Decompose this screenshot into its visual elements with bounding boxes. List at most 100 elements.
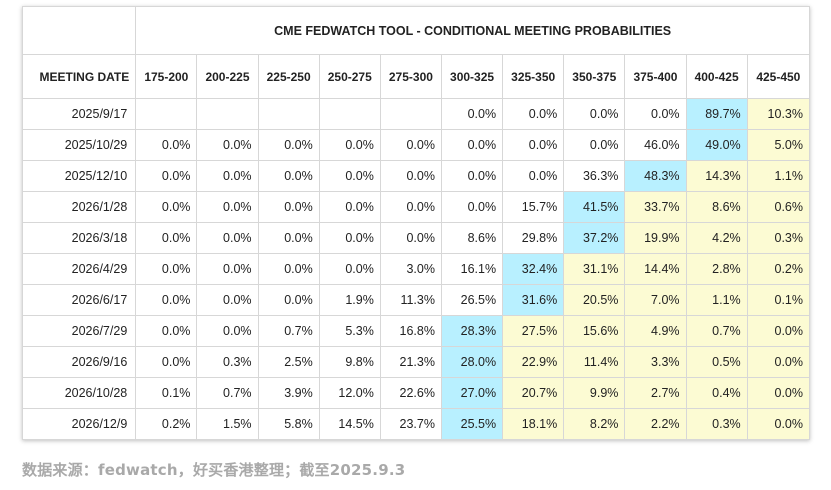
probability-cell: 11.4% <box>563 346 626 378</box>
meeting-date-header: MEETING DATE <box>21 54 137 99</box>
probability-cell: 0.0% <box>135 253 198 285</box>
probability-cell: 20.5% <box>563 284 626 316</box>
range-header-400-425: 400-425 <box>685 54 748 99</box>
table-row: 2026/7/29 0.0% 0.0% 0.7% 5.3% 16.8% 28.3% 27.5%… <box>21 315 811 347</box>
meeting-date-cell: 2026/7/29 <box>21 315 137 347</box>
probability-cell: 4.2% <box>685 222 748 254</box>
probability-cell: 0.0% <box>746 315 811 347</box>
probability-cell: 0.0% <box>379 191 442 223</box>
probability-cell: 0.0% <box>196 129 259 161</box>
probability-cell: 0.0% <box>135 129 198 161</box>
probability-cell: 0.7% <box>685 315 748 347</box>
probability-cell: 0.0% <box>379 222 442 254</box>
probability-cell: 0.0% <box>746 377 811 409</box>
table-row: 2025/9/17 0.0% 0.0% 0.0% 0.0% 89.7% 10.3% <box>21 98 811 130</box>
probability-cell: 0.0% <box>196 222 259 254</box>
probability-cell: 5.0% <box>746 129 811 161</box>
meeting-date-cell: 2026/12/9 <box>21 408 137 440</box>
probability-cell: 0.0% <box>746 408 811 440</box>
meeting-date-cell: 2026/3/18 <box>21 222 137 254</box>
probability-cell: 1.9% <box>318 284 381 316</box>
probability-cell: 0.0% <box>318 191 381 223</box>
probability-cell: 0.1% <box>746 284 811 316</box>
probability-cell: 2.8% <box>685 253 748 285</box>
range-header-275-300: 275-300 <box>379 54 442 99</box>
probability-cell: 0.0% <box>135 346 198 378</box>
probability-cell: 2.5% <box>257 346 320 378</box>
probability-cell: 0.0% <box>318 129 381 161</box>
meeting-date-cell: 2026/9/16 <box>21 346 137 378</box>
probability-cell: 0.0% <box>135 191 198 223</box>
probability-cell: 18.1% <box>502 408 565 440</box>
probability-cell: 3.9% <box>257 377 320 409</box>
probability-cell: 31.6% <box>502 284 565 316</box>
probability-cell: 0.0% <box>135 315 198 347</box>
probability-table: CME FEDWATCH TOOL - CONDITIONAL MEETING … <box>21 6 811 440</box>
probability-cell: 28.3% <box>440 315 504 347</box>
probability-cell: 23.7% <box>379 408 442 440</box>
table-row: 2026/12/9 0.2% 1.5% 5.8% 14.5% 23.7% 25.5% 18.1… <box>21 408 811 440</box>
probability-cell: 0.0% <box>196 253 259 285</box>
probability-cell: 0.7% <box>196 377 259 409</box>
probability-cell: 89.7% <box>685 98 748 130</box>
table-row: 2026/9/16 0.0% 0.3% 2.5% 9.8% 21.3% 28.0% 22.9%… <box>21 346 811 378</box>
probability-cell: 0.3% <box>685 408 748 440</box>
probability-cell: 0.0% <box>257 284 320 316</box>
probability-cell: 41.5% <box>563 191 626 223</box>
meeting-date-cell: 2025/12/10 <box>21 160 137 192</box>
meeting-date-cell: 2025/10/29 <box>21 129 137 161</box>
title-row: CME FEDWATCH TOOL - CONDITIONAL MEETING … <box>21 6 810 55</box>
probability-cell: 0.0% <box>196 284 259 316</box>
table-row: 2026/10/28 0.1% 0.7% 3.9% 12.0% 22.6% 27.0% 20.… <box>21 377 811 409</box>
range-header-375-400: 375-400 <box>624 54 687 99</box>
probability-cell: 49.0% <box>685 129 748 161</box>
probability-cell: 25.5% <box>440 408 504 440</box>
probability-cell: 0.0% <box>502 160 565 192</box>
probability-cell: 21.3% <box>379 346 442 378</box>
probability-cell: 7.0% <box>624 284 687 316</box>
probability-cell: 15.7% <box>502 191 565 223</box>
probability-cell: 8.6% <box>685 191 748 223</box>
table-row: 2025/12/10 0.0% 0.0% 0.0% 0.0% 0.0% 0.0% 0.0% 36… <box>21 160 811 192</box>
probability-cell: 22.9% <box>502 346 565 378</box>
probability-cell: 36.3% <box>563 160 626 192</box>
range-header-225-250: 225-250 <box>257 54 320 99</box>
probability-cell: 1.5% <box>196 408 259 440</box>
probability-cell: 0.0% <box>196 191 259 223</box>
probability-cell: 0.5% <box>685 346 748 378</box>
probability-cell: 0.0% <box>563 129 626 161</box>
probability-cell: 0.3% <box>196 346 259 378</box>
probability-cell: 31.1% <box>563 253 626 285</box>
meeting-date-cell: 2026/10/28 <box>21 377 137 409</box>
probability-cell: 0.0% <box>379 160 442 192</box>
range-header-250-275: 250-275 <box>318 54 381 99</box>
probability-cell: 0.2% <box>746 253 811 285</box>
probability-cell: 26.5% <box>440 284 504 316</box>
probability-cell: 16.8% <box>379 315 442 347</box>
probability-cell: 4.9% <box>624 315 687 347</box>
meeting-date-cell: 2026/1/28 <box>21 191 137 223</box>
probability-cell: 1.1% <box>746 160 811 192</box>
probability-cell <box>196 98 259 130</box>
probability-cell: 0.0% <box>318 222 381 254</box>
probability-cell: 33.7% <box>624 191 687 223</box>
probability-cell: 11.3% <box>379 284 442 316</box>
probability-cell <box>318 98 381 130</box>
probability-cell: 5.8% <box>257 408 320 440</box>
table-row: 2026/6/17 0.0% 0.0% 0.0% 1.9% 11.3% 26.5% 31.6%… <box>21 284 811 316</box>
probability-cell: 27.5% <box>502 315 565 347</box>
probability-cell: 20.7% <box>502 377 565 409</box>
probability-cell: 3.3% <box>624 346 687 378</box>
table-row: 2026/3/18 0.0% 0.0% 0.0% 0.0% 0.0% 8.6% 29.8% 37… <box>21 222 811 254</box>
range-header-175-200: 175-200 <box>135 54 198 99</box>
range-header-350-375: 350-375 <box>563 54 626 99</box>
table-row: 2026/1/28 0.0% 0.0% 0.0% 0.0% 0.0% 0.0% 15.7% 41… <box>21 191 811 223</box>
meeting-date-cell: 2026/6/17 <box>21 284 137 316</box>
probability-cell: 0.0% <box>135 222 198 254</box>
title-corner-cell <box>21 6 137 55</box>
probability-cell: 0.0% <box>257 191 320 223</box>
probability-cell: 0.0% <box>257 129 320 161</box>
probability-cell: 27.0% <box>440 377 504 409</box>
probability-cell: 22.6% <box>379 377 442 409</box>
source-note: 数据来源：fedwatch，好买香港整理；截至2025.9.3 <box>22 461 406 479</box>
